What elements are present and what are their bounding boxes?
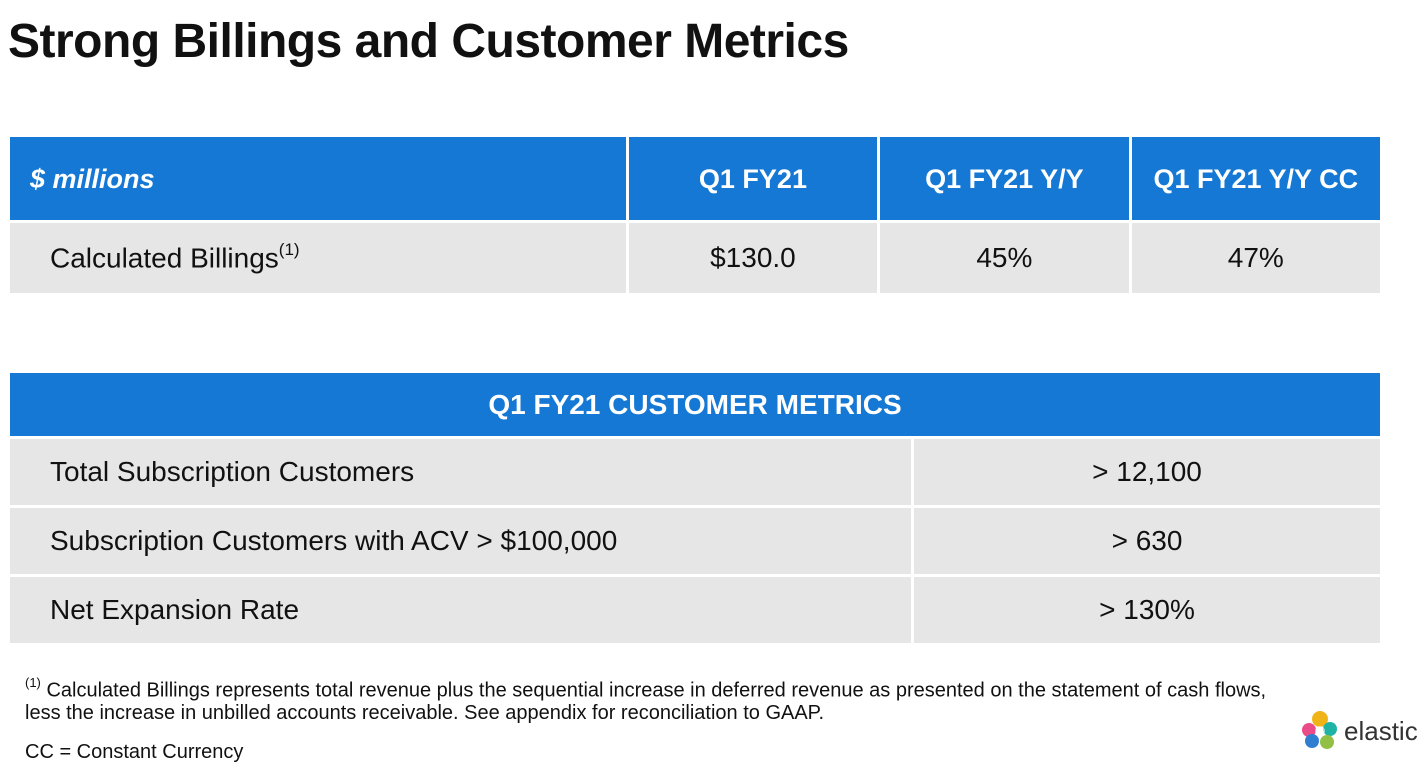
value-cell: $130.0 xyxy=(628,223,878,293)
row-label: Total Subscription Customers xyxy=(10,439,911,505)
elastic-logo-icon xyxy=(1302,711,1337,749)
table-row: Total Subscription Customers > 12,100 xyxy=(10,439,1380,505)
footnote-line1: Calculated Billings represents total rev… xyxy=(46,679,1267,702)
table-row: Net Expansion Rate > 130% xyxy=(10,577,1380,643)
page-title: Strong Billings and Customer Metrics xyxy=(8,15,849,68)
header-cell: $ millions xyxy=(10,137,626,220)
header-cell: Q1 FY21 xyxy=(628,137,878,220)
table-row: Subscription Customers with ACV > $100,0… xyxy=(10,508,1380,574)
value-cell: > 630 xyxy=(914,508,1380,574)
row-label: Calculated Billings(1) xyxy=(10,223,626,293)
footnote-line2: less the increase in unbilled accounts r… xyxy=(25,701,824,724)
billings-header-row: $ millions Q1 FY21 Q1 FY21 Y/Y Q1 FY21 Y… xyxy=(10,137,1380,220)
elastic-logo: elastic xyxy=(1300,710,1418,752)
footnote-mark: (1) xyxy=(278,239,300,259)
footnote: (1) Calculated Billings represents total… xyxy=(25,674,1266,724)
value-cell: 47% xyxy=(1131,223,1380,293)
row-label-text: Calculated Billings xyxy=(50,242,279,274)
value-cell: 45% xyxy=(880,223,1129,293)
customer-metrics-table: Q1 FY21 CUSTOMER METRICS Total Subscript… xyxy=(7,370,1383,646)
customer-header-row: Q1 FY21 CUSTOMER METRICS xyxy=(10,373,1380,436)
footnote-mark: (1) xyxy=(25,675,41,690)
table-row: Calculated Billings(1) $130.0 45% 47% xyxy=(10,223,1380,293)
billings-table: $ millions Q1 FY21 Q1 FY21 Y/Y Q1 FY21 Y… xyxy=(7,134,1383,296)
header-cell: Q1 FY21 Y/Y xyxy=(880,137,1129,220)
cc-note: CC = Constant Currency xyxy=(25,741,244,763)
logo-text: elastic xyxy=(1344,715,1418,746)
row-label: Subscription Customers with ACV > $100,0… xyxy=(10,508,911,574)
header-cell: Q1 FY21 CUSTOMER METRICS xyxy=(10,373,1380,436)
header-cell: Q1 FY21 Y/Y CC xyxy=(1131,137,1380,220)
row-label: Net Expansion Rate xyxy=(10,577,911,643)
value-cell: > 130% xyxy=(914,577,1380,643)
value-cell: > 12,100 xyxy=(914,439,1380,505)
